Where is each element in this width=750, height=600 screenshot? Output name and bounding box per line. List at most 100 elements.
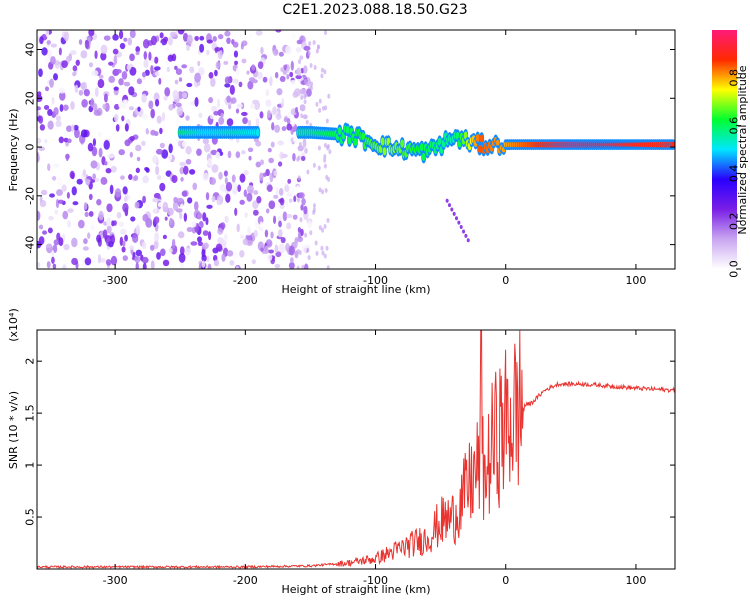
noise-speckle bbox=[323, 163, 327, 169]
noise-speckle bbox=[100, 52, 107, 61]
y-tick-label: 40 bbox=[24, 43, 37, 57]
signal-band-core bbox=[437, 137, 442, 146]
x-tick-label: -200 bbox=[233, 274, 258, 287]
noise-speckle bbox=[39, 195, 43, 203]
noise-speckle bbox=[45, 243, 52, 248]
noise-speckle bbox=[198, 67, 205, 76]
noise-speckle bbox=[276, 88, 283, 96]
noise-speckle bbox=[327, 93, 331, 99]
noise-speckle bbox=[325, 174, 329, 180]
signal-tail bbox=[459, 225, 463, 230]
noise-speckle bbox=[246, 192, 253, 202]
noise-speckle bbox=[167, 152, 173, 162]
noise-speckle bbox=[193, 201, 199, 211]
noise-speckle bbox=[324, 30, 328, 36]
noise-speckle bbox=[169, 217, 173, 226]
noise-speckle bbox=[143, 59, 149, 68]
noise-speckle bbox=[315, 101, 319, 107]
signal-tail bbox=[457, 220, 461, 225]
noise-speckle bbox=[295, 185, 300, 193]
noise-speckle bbox=[47, 120, 54, 130]
noise-speckle bbox=[321, 250, 325, 256]
noise-speckle bbox=[207, 97, 214, 103]
noise-speckle bbox=[321, 189, 325, 195]
x-tick-label: 0 bbox=[502, 574, 509, 587]
noise-speckle bbox=[118, 78, 124, 86]
noise-speckle bbox=[160, 248, 166, 257]
noise-speckle bbox=[168, 104, 174, 111]
noise-speckle bbox=[91, 146, 98, 157]
noise-speckle bbox=[136, 156, 141, 162]
snr-y-axis-label: SNR (10 * v/v) bbox=[7, 391, 20, 469]
noise-speckle bbox=[260, 46, 264, 55]
spectrogram-y-ticks: -40 -20 0 20 40 bbox=[24, 43, 675, 254]
noise-speckle bbox=[253, 229, 258, 238]
noise-speckle bbox=[66, 192, 70, 199]
noise-speckle bbox=[279, 197, 285, 206]
noise-speckle bbox=[221, 240, 227, 248]
noise-speckle bbox=[78, 39, 83, 45]
signal-tail bbox=[447, 203, 451, 208]
noise-speckle bbox=[288, 198, 293, 203]
noise-speckle bbox=[108, 241, 114, 248]
noise-speckle bbox=[155, 148, 163, 155]
noise-speckle bbox=[297, 59, 301, 65]
noise-speckle bbox=[138, 37, 144, 44]
noise-speckle bbox=[119, 236, 124, 247]
signal-tail bbox=[455, 216, 459, 221]
noise-speckle bbox=[277, 161, 283, 167]
colorbar-tick-label: 0.2 bbox=[728, 212, 741, 230]
noise-speckle bbox=[58, 237, 64, 247]
noise-speckle bbox=[106, 203, 113, 213]
noise-speckle bbox=[233, 50, 239, 58]
signal-tail bbox=[462, 229, 466, 234]
noise-speckle bbox=[121, 246, 126, 253]
noise-speckle bbox=[154, 71, 160, 77]
noise-speckle bbox=[95, 40, 100, 51]
noise-speckle bbox=[297, 175, 301, 181]
noise-speckle bbox=[164, 216, 168, 221]
noise-speckle bbox=[71, 257, 78, 266]
noise-speckle bbox=[141, 140, 146, 147]
noise-speckle bbox=[290, 60, 294, 71]
noise-speckle bbox=[154, 98, 160, 107]
noise-speckle bbox=[74, 128, 80, 139]
noise-speckle bbox=[290, 79, 296, 85]
noise-speckle bbox=[289, 257, 294, 264]
noise-speckle bbox=[145, 128, 150, 135]
noise-speckle bbox=[88, 193, 93, 201]
noise-speckle bbox=[52, 263, 57, 269]
noise-speckle bbox=[53, 107, 59, 116]
noise-speckle bbox=[150, 108, 155, 119]
noise-speckle bbox=[185, 158, 192, 165]
noise-speckle bbox=[124, 234, 128, 242]
colorbar-tick-label: 0.0 bbox=[728, 260, 741, 278]
noise-speckle bbox=[306, 169, 310, 175]
noise-speckle bbox=[172, 89, 179, 100]
noise-speckle bbox=[227, 150, 232, 159]
noise-speckle bbox=[273, 170, 278, 177]
snr-panel: -300 -200 -100 0 100 0.5 1 1.5 2 Height of stra… bbox=[7, 308, 676, 596]
noise-speckle bbox=[265, 100, 272, 107]
noise-speckle bbox=[280, 237, 286, 244]
noise-speckle bbox=[150, 35, 157, 46]
noise-speckle bbox=[301, 244, 308, 253]
noise-speckle bbox=[174, 65, 178, 71]
noise-speckle bbox=[181, 64, 188, 69]
noise-speckle bbox=[224, 83, 231, 88]
noise-speckle bbox=[295, 74, 302, 80]
noise-speckle bbox=[272, 215, 277, 224]
signal-band-core bbox=[382, 147, 387, 156]
noise-speckle bbox=[259, 159, 264, 165]
noise-speckle bbox=[274, 263, 281, 269]
noise-speckle bbox=[186, 34, 193, 45]
noise-speckle bbox=[90, 160, 98, 169]
noise-speckle bbox=[250, 103, 256, 109]
noise-speckle bbox=[109, 184, 114, 195]
noise-speckle bbox=[315, 48, 319, 54]
noise-speckle bbox=[202, 242, 209, 250]
noise-speckle bbox=[235, 151, 241, 159]
noise-speckle bbox=[270, 231, 274, 239]
noise-speckle bbox=[219, 222, 226, 230]
